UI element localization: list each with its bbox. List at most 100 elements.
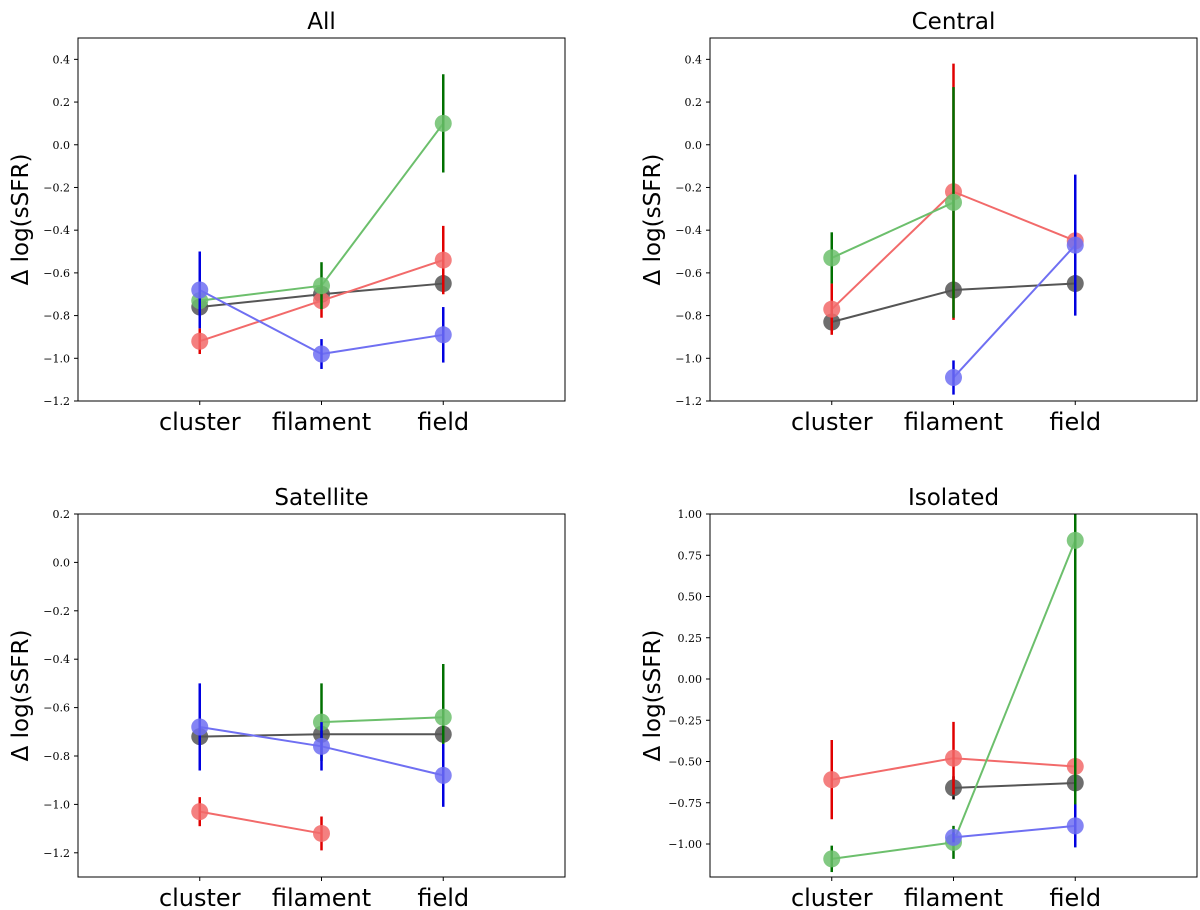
x-tick-label-field: field — [1049, 884, 1101, 910]
y-tick-label: 0.0 — [53, 556, 71, 569]
y-tick-label: −1.0 — [43, 352, 70, 365]
y-tick-label: −1.00 — [668, 838, 702, 851]
y-tick-label: 0.2 — [53, 96, 71, 109]
series-line-segment — [321, 259, 444, 302]
plot-area — [823, 63, 1084, 395]
y-tick-label: −1.2 — [43, 847, 70, 860]
y-tick-label: 0.25 — [678, 632, 703, 645]
series-green — [191, 74, 452, 310]
data-point — [313, 824, 330, 842]
data-point — [823, 771, 841, 789]
y-tick-label: 0.2 — [685, 96, 703, 109]
series-line-segment — [831, 757, 954, 781]
x-tick-label-filament: filament — [272, 884, 371, 910]
x-tick-label-cluster: cluster — [159, 884, 241, 910]
data-point — [823, 249, 841, 267]
y-tick-label: −0.4 — [675, 224, 702, 237]
y-tick-label: −0.2 — [675, 181, 702, 194]
y-tick-label: 0.4 — [53, 53, 71, 66]
series-blue — [945, 804, 1084, 848]
plot-area — [191, 664, 452, 851]
data-point — [945, 193, 962, 211]
panel-central: Central Δ log(sSFR) −1.2 −1.0 −0.8 −0.6 −0.4 −0… — [640, 9, 1198, 436]
panel-title: Central — [912, 9, 996, 35]
series-line-segment — [831, 201, 954, 259]
series-line-segment — [199, 284, 322, 302]
plot-frame — [709, 37, 1198, 402]
series-line-segment — [952, 540, 1077, 843]
plot-frame — [77, 37, 566, 402]
data-point — [823, 850, 841, 868]
series-line-segment — [199, 289, 322, 355]
series-line-segment — [320, 122, 445, 287]
panel-all: All Δ log(sSFR) −1.2 −1.0 −0.8 −0.6 −0.4 −0.2 0.… — [8, 9, 566, 436]
series-line-segment — [953, 757, 1076, 768]
y-tick-label: −1.0 — [675, 352, 702, 365]
y-tick-label: −0.25 — [668, 714, 702, 727]
x-tick-label-cluster: cluster — [791, 884, 873, 910]
panel-title: All — [307, 9, 336, 35]
y-axis-label: Δ log(sSFR) — [8, 154, 34, 286]
data-point — [1066, 531, 1084, 549]
data-point — [434, 114, 452, 132]
data-point — [945, 749, 962, 767]
data-point — [434, 251, 452, 269]
y-tick-label: −0.6 — [43, 267, 70, 280]
series-blue — [191, 683, 452, 807]
data-point — [191, 332, 209, 350]
y-tick-label: −0.8 — [43, 310, 70, 323]
series-line-segment — [952, 244, 1076, 379]
data-point — [1066, 817, 1084, 835]
series-red — [191, 797, 330, 851]
panel-title: Satellite — [274, 485, 368, 511]
y-tick-label: −1.2 — [675, 395, 702, 408]
data-point — [313, 277, 330, 295]
series-line-segment — [199, 293, 322, 309]
data-point — [191, 281, 209, 299]
series-line-segment — [831, 841, 954, 860]
panel-satellite: Satellite Δ log(sSFR) −1.2 −1.0 −0.8 −0.6 −0.4… — [8, 485, 566, 910]
y-tick-label: −0.8 — [675, 310, 702, 323]
y-tick-label: −0.8 — [43, 750, 70, 763]
y-tick-label: 0.0 — [685, 139, 703, 152]
plot-area — [191, 74, 452, 369]
x-tick-label-field: field — [1049, 408, 1101, 436]
y-tick-label: 0.2 — [53, 508, 71, 521]
data-point — [823, 300, 841, 318]
data-point — [313, 737, 330, 755]
series-blue — [191, 251, 452, 369]
plot-area — [823, 514, 1084, 873]
data-point — [191, 803, 209, 821]
y-tick-label: 0.75 — [678, 549, 703, 562]
y-tick-label: −0.2 — [43, 181, 70, 194]
y-axis-label: Δ log(sSFR) — [640, 630, 666, 762]
series-line-segment — [321, 716, 444, 724]
x-tick-label-field: field — [417, 408, 469, 436]
y-axis-label: Δ log(sSFR) — [640, 154, 666, 286]
series-green — [313, 664, 452, 771]
series-red — [191, 225, 452, 355]
x-tick-label-cluster: cluster — [791, 408, 873, 436]
series-line-segment — [953, 781, 1076, 789]
series-line-segment — [199, 733, 322, 738]
y-tick-label: 0.50 — [678, 591, 703, 604]
y-tick-label: −0.50 — [668, 756, 702, 769]
y-axis-label: Δ log(sSFR) — [8, 630, 34, 762]
series-line-segment — [953, 190, 1076, 242]
x-tick-label-filament: filament — [272, 408, 371, 436]
series-line-segment — [199, 725, 322, 748]
x-tick-label-filament: filament — [904, 884, 1003, 910]
y-tick-label: −1.0 — [43, 798, 70, 811]
y-tick-label: −1.2 — [43, 395, 70, 408]
data-point — [1066, 236, 1084, 254]
y-tick-label: 1.00 — [678, 508, 703, 521]
x-tick-label-cluster: cluster — [159, 408, 241, 436]
panel-title: Isolated — [908, 485, 999, 511]
plot-frame — [709, 513, 1198, 878]
data-point — [191, 718, 209, 736]
data-point — [945, 828, 962, 846]
series-green — [823, 87, 962, 318]
y-tick-label: −0.4 — [43, 653, 70, 666]
data-point — [945, 369, 962, 387]
